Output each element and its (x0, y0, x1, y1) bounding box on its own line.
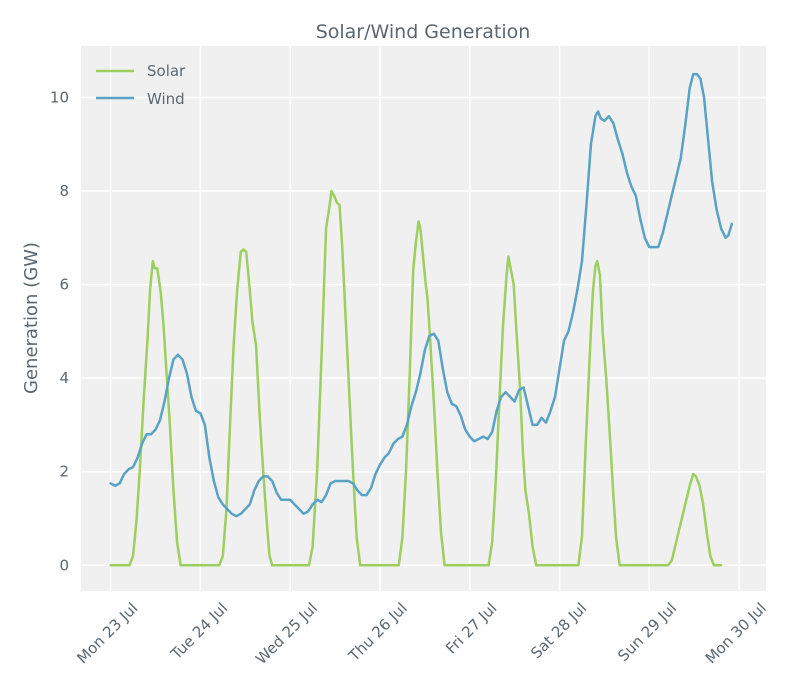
legend-solar-label: Solar (147, 62, 186, 80)
y-axis-label: Generation (GW) (21, 242, 42, 394)
series-layer (109, 72, 734, 567)
x-tick-label: Mon 23 Jul (73, 599, 141, 667)
chart-title: Solar/Wind Generation (316, 21, 531, 43)
y-tick-label: 4 (59, 369, 69, 387)
x-tick-label: Fri 27 Jul (442, 599, 500, 657)
x-tick-label: Mon 30 Jul (702, 599, 770, 667)
legend-wind-label: Wind (147, 90, 185, 108)
y-tick-label: 6 (59, 276, 69, 294)
x-tick-label: Sun 29 Jul (614, 599, 680, 665)
series-line-wind (109, 72, 734, 518)
legend: Solar Wind (96, 62, 186, 108)
grid-lines (81, 46, 766, 591)
x-tick-label: Tue 24 Jul (167, 599, 232, 664)
x-tick-label: Wed 25 Jul (252, 599, 321, 668)
y-tick-label: 0 (59, 556, 69, 574)
y-tick-label: 2 (59, 463, 69, 481)
x-axis-ticks: Mon 23 Jul Tue 24 Jul Wed 25 Jul Thu 26 Jul… (73, 599, 770, 668)
y-tick-label: 10 (50, 88, 69, 106)
y-tick-label: 8 (59, 182, 69, 200)
y-axis-ticks: 0 2 4 6 8 10 (50, 88, 69, 574)
x-tick-label: Thu 26 Jul (344, 599, 410, 665)
series-line-solar (109, 189, 723, 567)
plot-area (81, 46, 766, 591)
x-tick-label: Sat 28 Jul (527, 599, 590, 662)
